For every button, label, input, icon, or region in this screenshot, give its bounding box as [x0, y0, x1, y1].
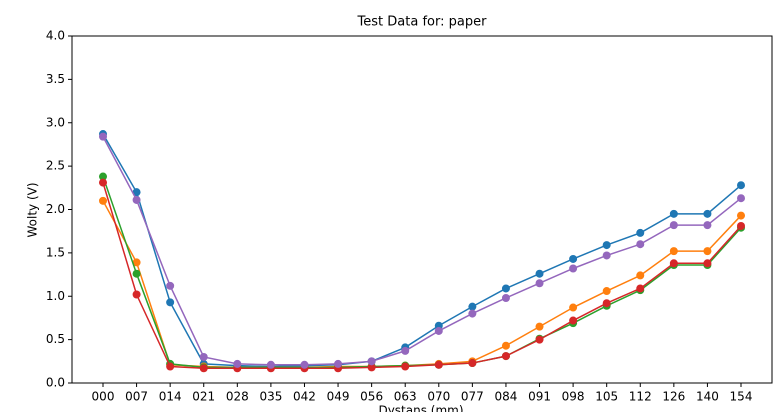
data-point	[468, 309, 477, 318]
data-point	[636, 228, 645, 237]
data-point	[166, 362, 175, 371]
data-point	[166, 281, 175, 290]
x-tick-label: 007	[125, 390, 148, 404]
y-tick-label: 2.0	[46, 202, 65, 216]
data-point	[468, 302, 477, 311]
x-tick-label: 021	[192, 390, 215, 404]
data-point	[132, 290, 141, 299]
data-point	[737, 221, 745, 230]
series-line	[102, 136, 742, 366]
data-point	[535, 279, 544, 288]
data-point	[569, 254, 578, 263]
data-point	[367, 357, 376, 366]
data-point	[434, 360, 443, 369]
data-point	[434, 326, 443, 335]
x-tick-label: 091	[528, 390, 551, 404]
data-point	[468, 359, 477, 368]
y-tick-label: 4.0	[46, 29, 65, 43]
x-tick-label: 056	[360, 390, 383, 404]
x-axis-label: Dystans (mm)	[378, 404, 463, 412]
y-tick-label: 0.5	[46, 332, 65, 346]
data-point	[569, 316, 578, 325]
data-point	[199, 364, 208, 373]
x-tick-label: 000	[92, 390, 115, 404]
plot-frame	[71, 35, 773, 384]
y-tick-label: 1.5	[46, 245, 65, 259]
data-point	[569, 303, 578, 312]
data-point	[535, 322, 544, 331]
x-tick-label: 098	[562, 390, 585, 404]
data-point	[669, 209, 678, 218]
data-point	[602, 241, 611, 250]
y-tick-label: 3.5	[46, 72, 65, 86]
data-point	[132, 258, 141, 267]
data-point	[636, 271, 645, 280]
x-tick-label: 028	[226, 390, 249, 404]
y-tick-label: 3.0	[46, 115, 65, 129]
y-tick-label: 1.0	[46, 289, 65, 303]
data-point	[166, 298, 175, 307]
data-point	[99, 172, 107, 181]
data-point	[737, 194, 745, 203]
x-tick-label: 063	[394, 390, 417, 404]
series-line	[102, 133, 742, 368]
x-tick-label: 077	[461, 390, 484, 404]
x-tick-label: 049	[327, 390, 350, 404]
data-point	[266, 360, 275, 369]
data-point	[602, 251, 611, 260]
data-point	[669, 259, 678, 268]
data-point	[401, 346, 410, 355]
data-point	[669, 247, 678, 256]
data-point	[703, 259, 712, 268]
data-point	[669, 221, 678, 230]
x-tick-label: 112	[629, 390, 652, 404]
chart-title: Test Data for: paper	[357, 15, 488, 30]
data-point	[703, 247, 712, 256]
data-point	[535, 269, 544, 278]
x-tick-label: 070	[427, 390, 450, 404]
x-tick-label: 014	[159, 390, 182, 404]
data-point	[636, 240, 645, 249]
data-point	[501, 284, 510, 293]
x-tick-label: 105	[595, 390, 618, 404]
data-point	[602, 287, 611, 296]
data-point	[132, 195, 141, 204]
data-point	[737, 181, 745, 190]
y-tick-label: 0.0	[46, 376, 65, 390]
data-point	[401, 362, 410, 371]
series-line	[102, 182, 742, 370]
x-tick-label: 042	[293, 390, 316, 404]
data-point	[737, 211, 745, 220]
y-tick-label: 2.5	[46, 159, 65, 173]
data-point	[703, 221, 712, 230]
x-tick-label: 035	[259, 390, 282, 404]
data-point	[602, 299, 611, 308]
data-point	[99, 196, 107, 205]
data-point	[132, 188, 141, 197]
data-point	[233, 359, 242, 368]
x-tick-label: 154	[730, 390, 753, 404]
data-point	[636, 284, 645, 293]
data-point	[334, 359, 343, 368]
data-point	[569, 264, 578, 273]
data-point	[501, 293, 510, 302]
x-tick-label: 140	[696, 390, 719, 404]
y-axis-label: Wolty (V)	[26, 182, 40, 237]
data-point	[703, 209, 712, 218]
data-point	[501, 352, 510, 361]
data-point	[132, 269, 141, 278]
x-tick-label: 084	[494, 390, 517, 404]
data-point	[99, 178, 107, 187]
data-point	[535, 335, 544, 344]
x-tick-label: 126	[662, 390, 685, 404]
data-point	[300, 360, 309, 369]
data-point	[199, 352, 208, 361]
data-point	[501, 341, 510, 350]
data-point	[367, 363, 376, 372]
data-point	[99, 132, 107, 141]
